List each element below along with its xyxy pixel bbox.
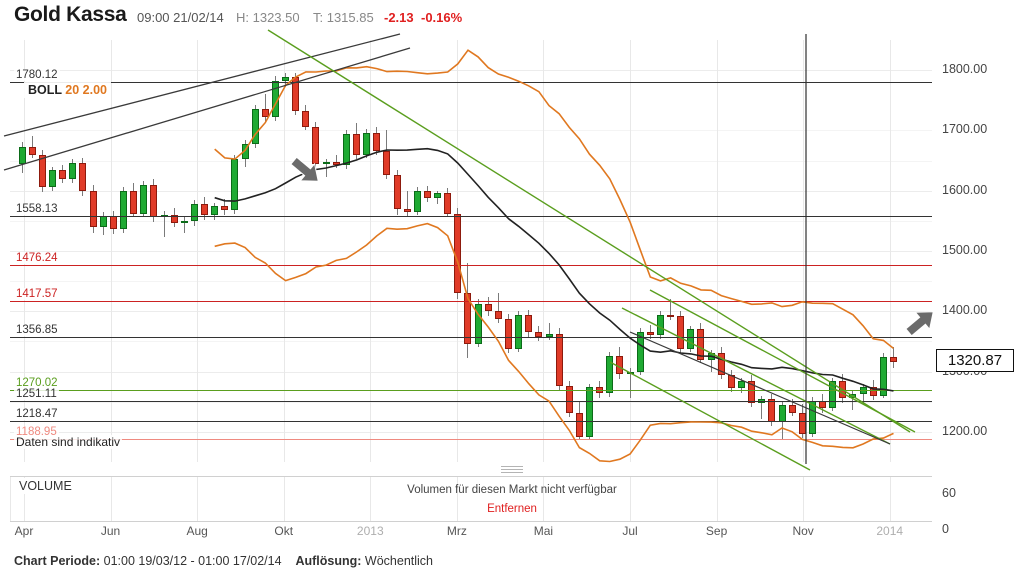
- price-level-label: 1417.57: [14, 287, 60, 300]
- grid-line: [10, 251, 932, 252]
- period-value: 01:00 19/03/12 - 01:00 17/02/14: [103, 554, 282, 568]
- price-axis-tick: 1400.00: [942, 303, 988, 318]
- price-level-line[interactable]: [10, 265, 932, 267]
- price-level-line[interactable]: [10, 420, 932, 422]
- time-axis-tick: 2013: [356, 524, 384, 538]
- volume-axis-tick: 0: [942, 522, 949, 536]
- symbol-title: Gold Kassa: [14, 3, 127, 26]
- time-axis-tick: Jul: [622, 524, 638, 538]
- volume-pane-title: VOLUME: [14, 478, 77, 494]
- grid-line: [110, 40, 112, 462]
- quote-timestamp: 09:00 21/02/14: [137, 10, 224, 25]
- price-axis-tick: 1800.00: [942, 62, 988, 77]
- indicator-period: 20: [65, 83, 80, 97]
- grid-line: [10, 281, 932, 283]
- time-axis-tick: Okt: [274, 524, 294, 538]
- resolution-label: Auflösung:: [295, 554, 362, 568]
- chart-header: Gold Kassa 09:00 21/02/14 H: 1323.50 T: …: [0, 0, 1024, 34]
- price-level-label: 1780.12: [14, 69, 60, 82]
- grid-line: [24, 476, 25, 522]
- volume-unavailable-message: Volumen für diesen Markt nicht verfügbar: [407, 484, 617, 496]
- grid-line: [716, 476, 718, 522]
- price-axis-tick: 1200.00: [942, 423, 988, 438]
- price-level-line[interactable]: [10, 82, 932, 84]
- sma-line: [214, 147, 894, 392]
- time-axis-tick: 2014: [876, 524, 904, 538]
- quote-change: -2.13: [384, 10, 414, 25]
- pane-border: [10, 476, 932, 477]
- price-level-line[interactable]: [10, 389, 932, 391]
- price-level-label: 1270.02: [14, 376, 60, 389]
- grid-line: [716, 40, 718, 462]
- indicative-data-note: Daten sind indikativ: [14, 434, 123, 449]
- grid-line: [803, 40, 805, 462]
- grid-line: [24, 40, 25, 462]
- price-level-line[interactable]: [10, 337, 932, 339]
- indicator-legend[interactable]: BOLL 20 2.00: [24, 82, 112, 98]
- price-level-label: 1251.11: [14, 388, 59, 401]
- grid-line: [803, 476, 805, 522]
- price-level-label: 1218.47: [14, 407, 60, 420]
- price-level-line[interactable]: [10, 438, 932, 440]
- grid-line: [456, 476, 458, 522]
- grid-line: [10, 431, 932, 433]
- price-axis-tick: 1600.00: [942, 182, 988, 197]
- quote-high: H: 1323.50: [236, 10, 300, 25]
- grid-line: [370, 40, 372, 462]
- current-price-box: 1320.87: [936, 348, 1014, 372]
- pane-border: [10, 521, 932, 522]
- grid-line: [543, 476, 545, 522]
- price-level-label: 1558.13: [14, 202, 60, 215]
- indicator-deviation: 2.00: [82, 83, 108, 97]
- grid-line: [889, 40, 891, 462]
- chart-footer: Chart Periode: 01:00 19/03/12 - 01:00 17…: [14, 554, 433, 568]
- time-axis-tick: Mai: [533, 524, 554, 538]
- grid-line: [110, 476, 112, 522]
- price-chart-plot[interactable]: 1780.12 1558.13 1476.24 1417.57 1356.85 1270.…: [3, 29, 934, 471]
- volume-pane[interactable]: [10, 476, 932, 522]
- grid-line: [197, 476, 199, 522]
- price-level-line[interactable]: [10, 215, 932, 217]
- grid-line: [630, 476, 631, 522]
- period-label: Chart Periode:: [14, 554, 101, 568]
- time-axis-tick: Aug: [186, 524, 208, 538]
- grid-line: [10, 371, 932, 373]
- grid-line: [10, 160, 932, 162]
- time-axis-tick: Nov: [792, 524, 814, 538]
- time-axis[interactable]: Apr Jun Aug Okt 2013 Mrz Mai Jul Sep Nov 2014: [0, 522, 1024, 544]
- grid-line: [370, 476, 372, 522]
- price-level-line[interactable]: [10, 401, 932, 403]
- price-axis[interactable]: 1320.87 1800.00 1700.00 1600.00 1500.00 1400…: [932, 40, 1024, 536]
- grid-line: [283, 476, 285, 522]
- grid-line: [10, 130, 932, 132]
- grid-line: [543, 40, 545, 462]
- quote-change-percent: -0.16%: [421, 10, 463, 25]
- bollinger-upper-band: [214, 49, 894, 350]
- pane-resize-handle[interactable]: [501, 464, 523, 473]
- resolution-value: Wöchentlich: [364, 554, 434, 568]
- grid-line: [10, 190, 932, 192]
- remove-volume-link[interactable]: Entfernen: [487, 503, 537, 515]
- time-axis-tick: Jun: [100, 524, 121, 538]
- trendline-descending-dark[interactable]: [629, 331, 891, 445]
- grid-line: [10, 70, 932, 72]
- volume-axis-tick: 60: [942, 486, 956, 500]
- indicator-name: BOLL: [28, 83, 62, 97]
- time-axis-tick: Sep: [705, 524, 728, 538]
- quote-last: T: 1315.85: [313, 10, 374, 25]
- time-axis-tick: Apr: [14, 524, 34, 538]
- grid-line: [283, 40, 285, 462]
- price-level-label: 1476.24: [14, 252, 60, 265]
- grid-line: [197, 40, 199, 462]
- grid-line: [10, 220, 932, 222]
- price-level-label: 1356.85: [14, 324, 60, 337]
- price-level-line[interactable]: [10, 300, 932, 302]
- time-axis-tick: Mrz: [446, 524, 467, 538]
- annotation-arrow-down[interactable]: [287, 152, 326, 189]
- price-axis-tick: 1500.00: [942, 243, 988, 257]
- bollinger-lower-band: [214, 222, 894, 463]
- grid-line: [889, 476, 891, 522]
- price-axis-tick: 1700.00: [942, 122, 988, 137]
- grid-line: [630, 40, 631, 462]
